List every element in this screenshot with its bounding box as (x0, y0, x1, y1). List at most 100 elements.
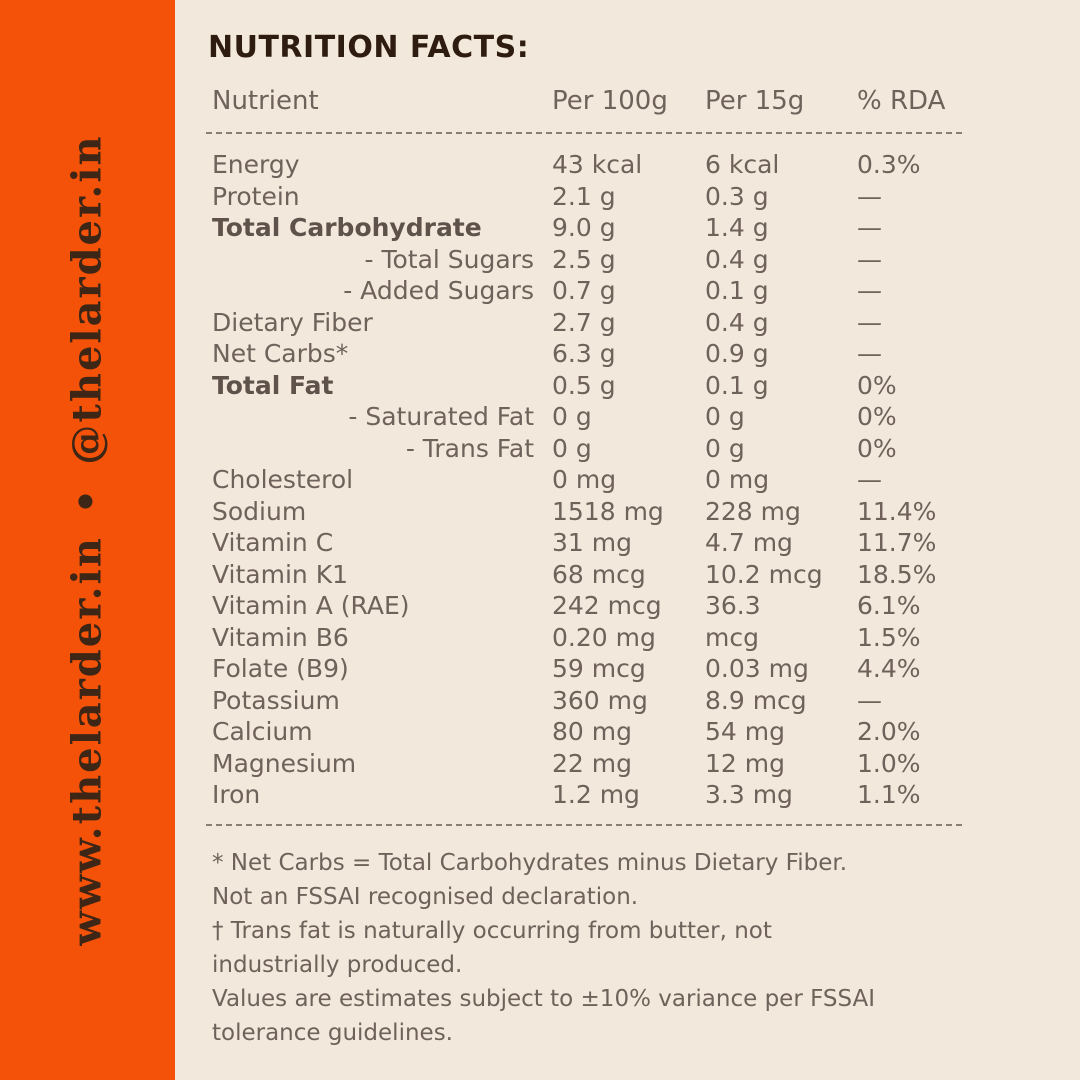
value-rda: 1.5% (857, 622, 921, 652)
sidebar-banner: www.thelarder.in • @thelarder.in (0, 0, 175, 1080)
value-per-100g: 0.5 g (552, 370, 616, 400)
table-row: - Total Sugars 2.5 g 0.4 g — (212, 244, 972, 276)
value-per-15g: 10.2 mcg (705, 559, 823, 589)
value-per-100g: 68 mcg (552, 559, 646, 589)
value-per-100g: 31 mg (552, 528, 632, 557)
value-per-15g: 0.03 mg (705, 654, 809, 683)
nutrient-name: Sodium (212, 496, 307, 526)
table-row: Magnesium 22 mg 12 mg 1.0% (212, 748, 972, 780)
page-title: NUTRITION FACTS: (208, 30, 530, 65)
value-rda: 0% (857, 402, 897, 431)
value-per-100g: 2.7 g (552, 307, 616, 337)
value-per-15g: 0 g (705, 402, 745, 431)
value-per-100g: 0 g (552, 402, 592, 431)
table-row: Dietary Fiber 2.7 g 0.4 g — (212, 307, 972, 339)
separator-dot: • (63, 486, 111, 515)
value-per-100g: 43 kcal (552, 150, 643, 179)
table-row: - Trans Fat 0 g 0 g 0% (212, 433, 972, 465)
value-per-15g: 0.1 g (705, 276, 769, 305)
table-row: Iron 1.2 mg 3.3 mg 1.1% (212, 779, 972, 811)
value-per-15g: 36.3 (705, 591, 761, 620)
header-per15: Per 15g (705, 86, 805, 116)
nutrient-name: - Saturated Fat (348, 402, 534, 431)
value-per-100g: 80 mg (552, 717, 632, 746)
value-per-100g: 0 g (552, 433, 592, 463)
table-row: Energy 43 kcal 6 kcal 0.3% (212, 149, 972, 181)
table-row: Vitamin K1 68 mcg 10.2 mcg 18.5% (212, 559, 972, 591)
website-link[interactable]: www.thelarder.in (63, 536, 111, 946)
nutrient-name: Cholesterol (212, 465, 354, 494)
table-row: Sodium 1518 mg 228 mg 11.4% (212, 496, 972, 528)
header-rda: % RDA (857, 86, 946, 116)
table-row: Folate (B9) 59 mcg 0.03 mg 4.4% (212, 653, 972, 685)
footnote-line: Not an FSSAI recognised declaration. (212, 884, 639, 910)
footnote-line: Values are estimates subject to ±10% var… (212, 986, 876, 1012)
value-rda: — (857, 213, 882, 242)
value-per-100g: 2.1 g (552, 181, 616, 211)
value-per-15g: 0.4 g (705, 244, 769, 274)
table-row: - Added Sugars 0.7 g 0.1 g — (212, 275, 972, 307)
value-per-100g: 1518 mg (552, 496, 664, 526)
table-row: Total Carbohydrate 9.0 g 1.4 g — (212, 212, 972, 244)
value-per-100g: 360 mg (552, 685, 648, 715)
footnotes: * Net Carbs = Total Carbohydrates minus … (212, 846, 972, 1050)
value-rda: 4.4% (857, 654, 921, 683)
nutrient-name: - Total Sugars (364, 244, 534, 274)
value-per-15g: 0.1 g (705, 370, 769, 400)
value-per-100g: 22 mg (552, 748, 632, 778)
nutrient-name: Total Fat (212, 370, 334, 400)
nutrient-name: Vitamin A (RAE) (212, 591, 410, 620)
value-rda: — (857, 465, 882, 494)
value-rda: — (857, 307, 882, 337)
nutrient-name: Potassium (212, 685, 340, 715)
value-per-15g: 0.3 g (705, 181, 769, 211)
nutrient-name: Calcium (212, 717, 313, 746)
value-per-100g: 2.5 g (552, 244, 616, 274)
value-per-15g: 228 mg (705, 496, 801, 526)
table-row: Protein 2.1 g 0.3 g — (212, 181, 972, 213)
value-per-15g: 0.4 g (705, 307, 769, 337)
value-rda: — (857, 181, 882, 211)
table-row: Potassium 360 mg 8.9 mcg — (212, 685, 972, 717)
value-rda: 0.3% (857, 150, 921, 179)
value-per-15g: 4.7 mg (705, 528, 793, 557)
value-per-15g: 3.3 mg (705, 780, 793, 809)
value-per-15g: 0.9 g (705, 339, 769, 368)
table-header: Nutrient Per 100g Per 15g % RDA (212, 86, 972, 126)
value-per-100g: 59 mcg (552, 654, 646, 683)
table-row: Net Carbs* 6.3 g 0.9 g — (212, 338, 972, 370)
nutrient-name: Energy (212, 150, 300, 179)
nutrient-name: Folate (B9) (212, 654, 349, 683)
value-rda: 0% (857, 433, 897, 463)
value-rda: — (857, 244, 882, 274)
value-per-15g: 8.9 mcg (705, 685, 807, 715)
table-row: - Saturated Fat 0 g 0 g 0% (212, 401, 972, 433)
nutrient-name: Vitamin B6 (212, 622, 349, 652)
value-rda: — (857, 685, 882, 715)
nutrient-name: Protein (212, 181, 300, 211)
nutrient-name: Vitamin C (212, 528, 334, 557)
sidebar-text: www.thelarder.in • @thelarder.in (64, 134, 111, 945)
nutrient-name: Dietary Fiber (212, 307, 373, 337)
footnote-line: † Trans fat is naturally occurring from … (212, 918, 772, 944)
header-per100: Per 100g (552, 86, 668, 116)
value-rda: 0% (857, 370, 897, 400)
value-rda: 18.5% (857, 559, 937, 589)
value-rda: — (857, 276, 882, 305)
value-rda: 2.0% (857, 717, 921, 746)
footnote-line: industrially produced. (212, 952, 463, 978)
value-per-15g: 6 kcal (705, 150, 780, 179)
nutrient-name: Net Carbs* (212, 339, 349, 368)
footer-divider (206, 824, 962, 826)
social-handle[interactable]: @thelarder.in (63, 134, 111, 465)
footnote-line: tolerance guidelines. (212, 1020, 453, 1046)
header-divider (206, 132, 962, 134)
nutrient-name: Iron (212, 780, 261, 809)
value-rda: — (857, 339, 882, 368)
nutrition-table: Energy 43 kcal 6 kcal 0.3% Protein 2.1 g 0.3 g… (212, 149, 972, 811)
nutrient-name: Total Carbohydrate (212, 213, 482, 242)
table-row: Vitamin B6 0.20 mg mcg 1.5% (212, 622, 972, 654)
table-row: Vitamin A (RAE) 242 mcg 36.3 6.1% (212, 590, 972, 622)
footnote-line: * Net Carbs = Total Carbohydrates minus … (212, 850, 848, 876)
nutrient-name: Vitamin K1 (212, 559, 349, 589)
